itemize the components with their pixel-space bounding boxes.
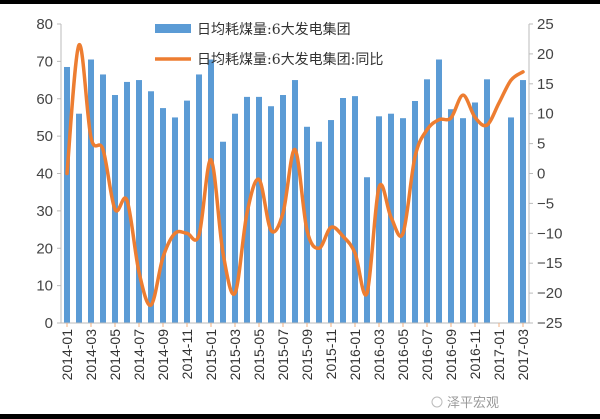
bar	[136, 80, 142, 323]
bar	[460, 118, 466, 323]
bar	[400, 118, 406, 323]
left-tick-label: 60	[36, 91, 53, 108]
legend-line-label: 日均耗煤量:6大发电集团:同比	[197, 51, 383, 68]
legend-bar-swatch	[155, 24, 191, 33]
x-tick-label: 2015-01	[203, 329, 219, 381]
bar	[76, 113, 82, 323]
bar	[364, 177, 370, 323]
bar	[328, 120, 334, 324]
x-tick-label: 2016-01	[347, 329, 363, 381]
bar	[64, 66, 70, 323]
left-tick-label: 0	[45, 315, 53, 332]
bar	[424, 79, 430, 323]
right-tick-label: 25	[537, 16, 554, 33]
x-tick-label: 2016-11	[467, 329, 483, 380]
bar	[412, 100, 418, 324]
x-tick-label: 2014-05	[107, 329, 123, 381]
axes: 0 10 20 30 40 50 60 70 80 −25 −20 −15 −10 −5 0 5 10 15 20 2…	[36, 16, 562, 380]
bar	[436, 59, 442, 323]
x-tick-label: 2016-03	[371, 329, 387, 381]
bar	[160, 108, 166, 323]
bar	[448, 109, 454, 323]
right-tick-label: −10	[537, 225, 562, 242]
bar	[472, 102, 478, 323]
bar	[316, 141, 322, 323]
left-tick-label: 50	[36, 128, 53, 145]
x-tick-label: 2014-11	[179, 329, 195, 380]
x-tick-label: 2015-03	[227, 329, 243, 381]
left-tick-label: 70	[36, 53, 53, 70]
yoy-line	[65, 43, 525, 307]
bar	[520, 80, 526, 323]
bar	[100, 74, 106, 323]
x-tick-label: 2015-07	[275, 329, 291, 381]
bar	[232, 113, 238, 323]
x-tick-label: 2016-05	[395, 329, 411, 381]
bar	[352, 96, 358, 323]
bar	[484, 79, 490, 323]
bar	[256, 96, 262, 323]
bar	[208, 59, 214, 323]
x-tick-label: 2014-07	[131, 329, 147, 381]
x-tick-label: 2014-09	[155, 329, 171, 381]
right-tick-label: 5	[537, 136, 545, 153]
left-tick-label: 30	[36, 203, 53, 220]
x-tick-label: 2015-11	[323, 329, 339, 380]
right-tick-label: 10	[537, 106, 554, 123]
right-tick-label: −5	[537, 195, 554, 212]
bar	[376, 116, 382, 323]
x-tick-label: 2015-05	[251, 329, 267, 381]
left-tick-label: 20	[36, 240, 53, 257]
bar	[196, 74, 202, 323]
bar	[508, 117, 514, 323]
bar	[268, 106, 274, 323]
wechat-icon	[431, 396, 443, 408]
bar	[172, 117, 178, 323]
bar	[184, 100, 190, 324]
bar	[220, 141, 226, 323]
bar	[340, 98, 346, 323]
left-tick-label: 80	[36, 16, 53, 33]
line-points	[66, 44, 524, 306]
top-border	[0, 0, 600, 4]
left-tick-label: 10	[36, 278, 53, 295]
x-tick-label: 2016-07	[419, 329, 435, 381]
x-tick-label: 2014-03	[83, 329, 99, 381]
bar-series	[64, 59, 526, 324]
watermark: 泽平宏观	[431, 396, 499, 411]
bar	[88, 59, 94, 323]
x-tick-label: 2014-01	[59, 329, 75, 381]
x-tick-label: 2017-03	[515, 329, 531, 381]
right-tick-label: 15	[537, 76, 554, 93]
right-tick-label: −25	[537, 315, 562, 332]
x-tick-label: 2015-09	[299, 329, 315, 381]
right-tick-label: −20	[537, 285, 562, 302]
bar	[292, 80, 298, 323]
bar	[148, 91, 154, 324]
right-tick-label: 20	[537, 46, 554, 63]
bottom-border	[0, 414, 600, 419]
right-tick-label: 0	[537, 166, 545, 183]
legend-bar-label: 日均耗煤量:6大发电集团	[197, 21, 351, 38]
watermark-text: 泽平宏观	[447, 396, 499, 411]
x-tick-label: 2017-01	[491, 329, 507, 381]
legend: 日均耗煤量:6大发电集团 日均耗煤量:6大发电集团:同比	[155, 21, 383, 68]
right-tick-label: −15	[537, 255, 562, 272]
left-tick-label: 40	[36, 166, 53, 183]
x-tick-label: 2016-09	[443, 329, 459, 381]
